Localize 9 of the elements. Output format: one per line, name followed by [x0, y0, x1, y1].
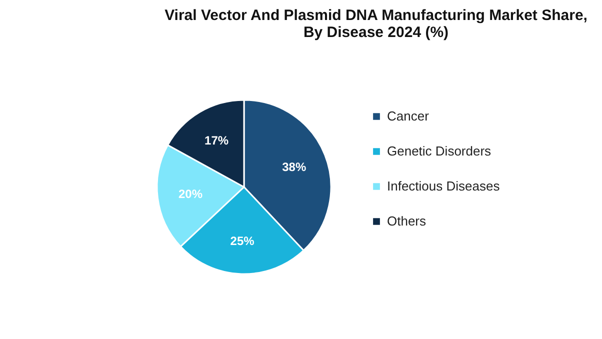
legend-label: Others [387, 214, 427, 228]
legend-label: Genetic Disorders [387, 144, 492, 158]
legend-label: Cancer [387, 108, 430, 124]
data-label: 25% [230, 234, 255, 248]
data-label: 38% [282, 160, 306, 174]
data-label: 20% [178, 186, 203, 201]
legend-label: Infectious Diseases [387, 178, 500, 194]
chart-title: Viral Vector And Plasmid DNA Manufacturing Market Share, By Disease 2024 (%) [164, 7, 588, 41]
data-label: 17% [204, 134, 229, 148]
